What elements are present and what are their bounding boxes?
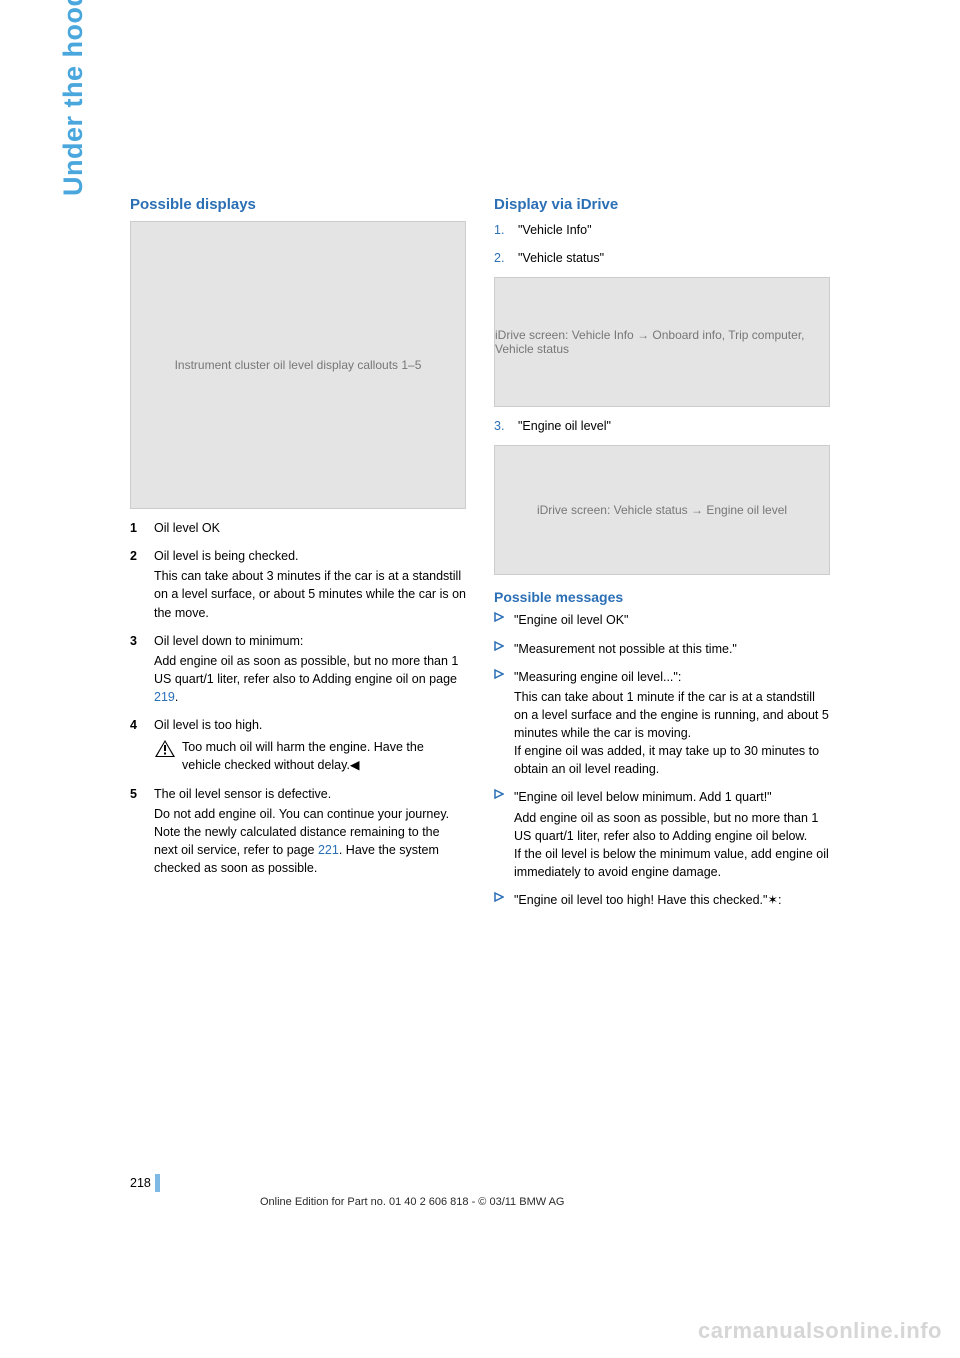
section-tab: Under the hood <box>58 0 89 196</box>
figure-alt-text: iDrive screen: Vehicle status → Engine o… <box>537 503 787 517</box>
step-text: "Engine oil level" <box>518 417 830 435</box>
list-item: "Measurement not possible at this time." <box>494 640 830 658</box>
idrive-steps: 1. "Vehicle Info" 2. "Vehicle status" <box>494 221 830 267</box>
right-column: Display via iDrive 1. "Vehicle Info" 2. … <box>494 196 830 919</box>
item-text: The oil level sensor is defective. <box>154 787 331 801</box>
item-text: Oil level is being checked. <box>154 549 299 563</box>
heading-display-via-idrive: Display via iDrive <box>494 196 830 213</box>
message-text: "Measurement not possible at this time." <box>514 640 830 658</box>
list-item: 1 Oil level OK <box>130 519 466 537</box>
list-item: "Measuring engine oil level...": This ca… <box>494 668 830 779</box>
item-text: Oil level down to minimum: <box>154 634 303 648</box>
figure-idrive-vehicle-info: iDrive screen: Vehicle Info → Onboard in… <box>494 277 830 407</box>
step-number: 3. <box>494 417 518 435</box>
bullet-icon <box>494 892 514 909</box>
message-subtext: This can take about 1 minute if the car … <box>514 688 830 779</box>
item-text: Oil level OK <box>154 519 466 537</box>
list-item: 5 The oil level sensor is defective. Do … <box>130 785 466 878</box>
content-area: Possible displays Instrument cluster oil… <box>130 196 830 919</box>
bullet-icon <box>494 612 514 629</box>
list-item: "Engine oil level below minimum. Add 1 q… <box>494 788 830 881</box>
page-link[interactable]: 221 <box>318 843 339 857</box>
item-subtext: Add engine oil as soon as possible, but … <box>154 652 466 706</box>
warning-block: Too much oil will harm the engine. Have … <box>154 738 466 774</box>
message-text: "Engine oil level below minimum. Add 1 q… <box>514 790 772 804</box>
item-subtext: This can take about 3 minutes if the car… <box>154 567 466 621</box>
list-item: "Engine oil level OK" <box>494 611 830 629</box>
display-explanation-list: 1 Oil level OK 2 Oil level is being chec… <box>130 519 466 877</box>
warning-icon <box>154 739 176 758</box>
list-item: 2. "Vehicle status" <box>494 249 830 267</box>
item-subtext: Do not add engine oil. You can continue … <box>154 805 466 878</box>
message-text: "Measuring engine oil level...": <box>514 670 681 684</box>
step-text: "Vehicle status" <box>518 249 830 267</box>
list-item: 3 Oil level down to minimum: Add engine … <box>130 632 466 707</box>
heading-possible-messages: Possible messages <box>494 589 830 605</box>
item-number: 3 <box>130 632 154 707</box>
footer-edition-line: Online Edition for Part no. 01 40 2 606 … <box>260 1196 564 1208</box>
item-number: 1 <box>130 519 154 537</box>
bullet-icon <box>494 669 514 779</box>
list-item: "Engine oil level too high! Have this ch… <box>494 891 830 909</box>
page: Under the hood Possible displays Instrum… <box>0 0 960 1358</box>
list-item: 3. "Engine oil level" <box>494 417 830 435</box>
page-number: 218 <box>130 1174 160 1192</box>
list-item: 2 Oil level is being checked. This can t… <box>130 547 466 622</box>
left-column: Possible displays Instrument cluster oil… <box>130 196 466 919</box>
item-number: 2 <box>130 547 154 622</box>
item-text: Oil level is too high. <box>154 718 262 732</box>
message-text: "Engine oil level too high! Have this ch… <box>514 891 830 909</box>
page-link[interactable]: 219 <box>154 690 175 704</box>
warning-text: Too much oil will harm the engine. Have … <box>182 738 466 774</box>
list-item: 4 Oil level is too high. <box>130 716 466 774</box>
idrive-steps-cont: 3. "Engine oil level" <box>494 417 830 435</box>
item-number: 5 <box>130 785 154 878</box>
heading-possible-displays: Possible displays <box>130 196 466 213</box>
step-text: "Vehicle Info" <box>518 221 830 239</box>
step-number: 2. <box>494 249 518 267</box>
message-subtext: Add engine oil as soon as possible, but … <box>514 809 830 882</box>
figure-oil-display: Instrument cluster oil level display cal… <box>130 221 466 509</box>
figure-alt-text: Instrument cluster oil level display cal… <box>175 358 422 372</box>
watermark: carmanualsonline.info <box>698 1318 942 1344</box>
messages-list: "Engine oil level OK" "Measurement not p… <box>494 611 830 909</box>
bullet-icon <box>494 789 514 881</box>
page-number-bar <box>155 1174 160 1192</box>
message-text: "Engine oil level OK" <box>514 611 830 629</box>
bullet-icon <box>494 641 514 658</box>
figure-alt-text: iDrive screen: Vehicle Info → Onboard in… <box>495 328 829 356</box>
list-item: 1. "Vehicle Info" <box>494 221 830 239</box>
item-number: 4 <box>130 716 154 774</box>
figure-idrive-vehicle-status: iDrive screen: Vehicle status → Engine o… <box>494 445 830 575</box>
step-number: 1. <box>494 221 518 239</box>
